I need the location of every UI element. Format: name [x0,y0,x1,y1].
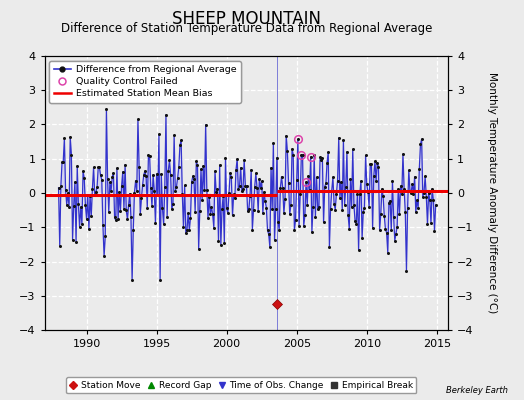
Text: Difference of Station Temperature Data from Regional Average: Difference of Station Temperature Data f… [61,22,432,35]
Text: SHEEP MOUNTAIN: SHEEP MOUNTAIN [172,10,321,28]
Legend: Difference from Regional Average, Quality Control Failed, Estimated Station Mean: Difference from Regional Average, Qualit… [49,61,241,103]
Legend: Station Move, Record Gap, Time of Obs. Change, Empirical Break: Station Move, Record Gap, Time of Obs. C… [66,377,417,394]
Text: Berkeley Earth: Berkeley Earth [446,386,508,395]
Y-axis label: Monthly Temperature Anomaly Difference (°C): Monthly Temperature Anomaly Difference (… [487,72,497,314]
